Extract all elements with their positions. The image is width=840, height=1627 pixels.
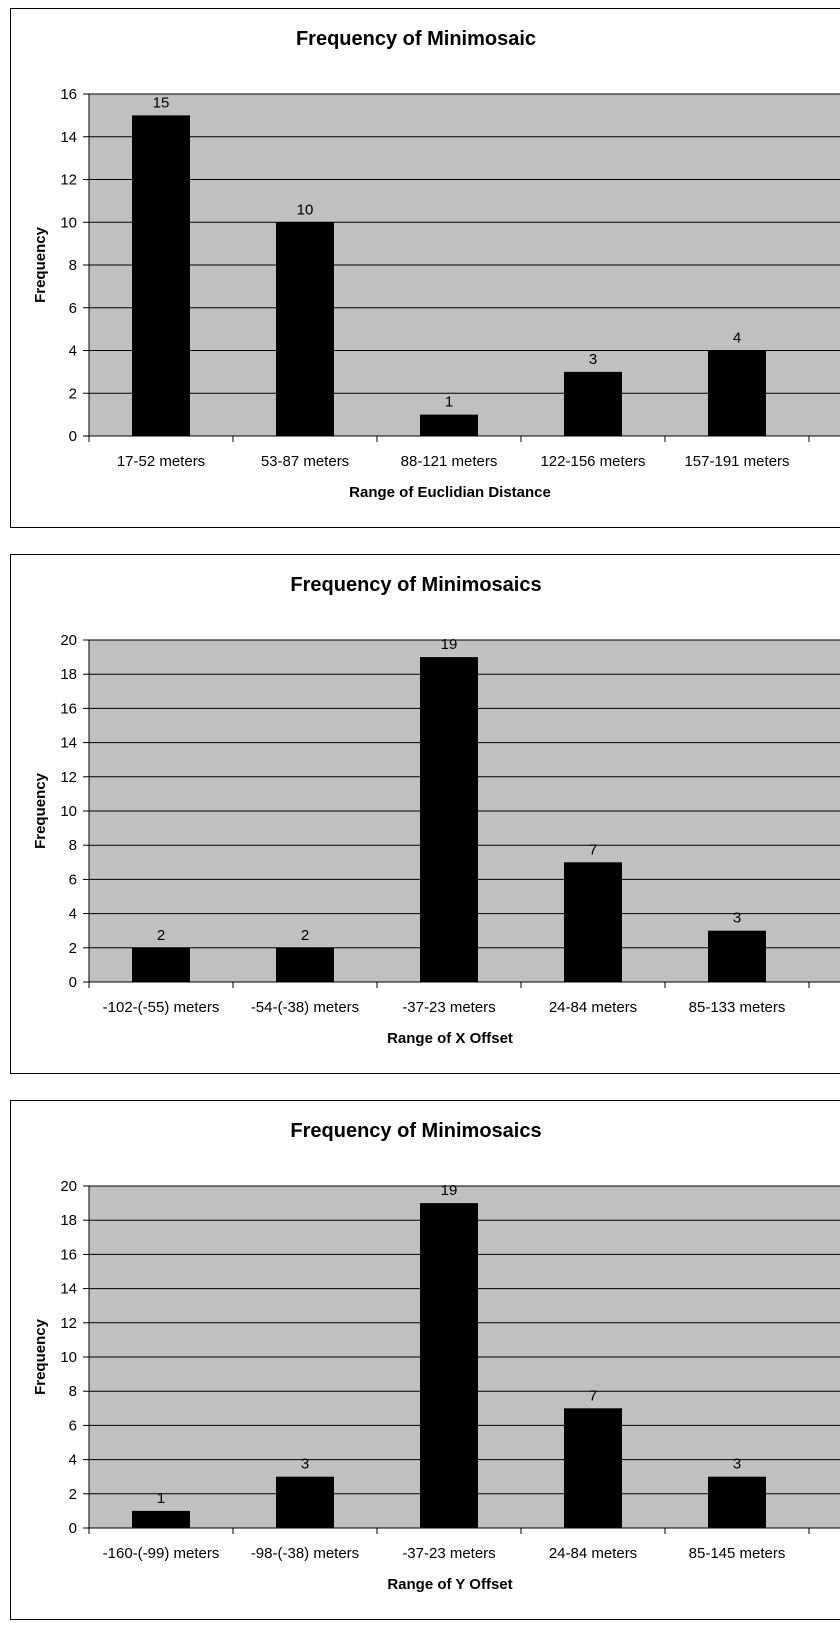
bar (132, 948, 190, 982)
bar (564, 1408, 622, 1528)
chart-panel-euclidian: 0 2 4 6 8 10 12 14 16 15 17-52 meters 10 53-87 meter… (10, 8, 840, 528)
bar (420, 657, 478, 982)
y-tick-label: 8 (69, 837, 77, 854)
x-category-label: 122-156 meters (540, 453, 645, 470)
data-label: 15 (153, 94, 170, 111)
x-axis-title: Range of Euclidian Distance (349, 484, 551, 501)
y-tick-label: 16 (60, 1246, 77, 1263)
y-tick-label: 4 (69, 906, 77, 923)
y-tick-label: 16 (60, 86, 77, 103)
bar (564, 372, 622, 436)
chart-x-offset: 0 2 4 6 8 10 12 14 16 18 20 2 -102-(-55) meters 2 -54-… (11, 555, 840, 1075)
data-label: 2 (301, 927, 309, 944)
data-label: 3 (733, 910, 741, 927)
data-label: 19 (441, 636, 458, 653)
y-tick-label: 20 (60, 1178, 77, 1195)
y-tick-label: 14 (60, 735, 77, 752)
y-tick-label: 14 (60, 129, 77, 146)
x-category-label: 17-52 meters (117, 453, 205, 470)
y-tick-label: 18 (60, 1212, 77, 1229)
y-tick-label: 10 (60, 803, 77, 820)
bar (420, 415, 478, 436)
x-category-label: 53-87 meters (261, 453, 349, 470)
x-category-label: -102-(-55) meters (103, 999, 220, 1016)
bar (708, 351, 766, 437)
bar (708, 931, 766, 982)
x-category-label: -37-23 meters (402, 999, 495, 1016)
bar (276, 222, 334, 436)
y-tick-label: 4 (69, 343, 77, 360)
y-tick-label: 6 (69, 300, 77, 317)
chart-title: Frequency of Minimosaic (296, 28, 536, 50)
y-tick-label: 2 (69, 1486, 77, 1503)
data-label: 3 (589, 351, 597, 368)
y-tick-label: 6 (69, 1417, 77, 1434)
x-category-label: -98-(-38) meters (251, 1545, 359, 1562)
x-category-label: 24-84 meters (549, 1545, 637, 1562)
x-category-label: 88-121 meters (401, 453, 498, 470)
x-category-label: -160-(-99) meters (103, 1545, 220, 1562)
y-tick-label: 6 (69, 871, 77, 888)
y-tick-label: 4 (69, 1452, 77, 1469)
y-tick-label: 8 (69, 1383, 77, 1400)
data-label: 19 (441, 1182, 458, 1199)
data-label: 10 (297, 201, 314, 218)
y-tick-label: 10 (60, 214, 77, 231)
x-category-label: -37-23 meters (402, 1545, 495, 1562)
y-tick-label: 16 (60, 700, 77, 717)
data-label: 7 (589, 841, 597, 858)
bar (132, 1511, 190, 1528)
bar (708, 1477, 766, 1528)
y-tick-label: 0 (69, 974, 77, 991)
data-label: 7 (589, 1387, 597, 1404)
data-label: 1 (445, 394, 453, 411)
data-label: 3 (301, 1456, 309, 1473)
y-tick-label: 0 (69, 1520, 77, 1537)
y-tick-label: 12 (60, 1315, 77, 1332)
bar (132, 115, 190, 436)
y-tick-label: 10 (60, 1349, 77, 1366)
x-axis-title: Range of X Offset (387, 1030, 513, 1047)
y-tick-label: 0 (69, 428, 77, 445)
y-axis-title: Frequency (32, 226, 49, 303)
y-tick-label: 14 (60, 1281, 77, 1298)
x-category-label: 85-145 meters (689, 1545, 786, 1562)
x-category-label: 157-191 meters (684, 453, 789, 470)
chart-title: Frequency of Minimosaics (290, 1120, 541, 1142)
y-tick-label: 2 (69, 385, 77, 402)
chart-panel-x-offset: 0 2 4 6 8 10 12 14 16 18 20 2 -102-(-55) meters 2 -54-… (10, 554, 840, 1074)
y-tick-label: 12 (60, 769, 77, 786)
chart-title: Frequency of Minimosaics (290, 574, 541, 596)
data-label: 4 (733, 330, 741, 347)
y-tick-label: 2 (69, 940, 77, 957)
y-tick-label: 8 (69, 257, 77, 274)
chart-panel-y-offset: 0 2 4 6 8 10 12 14 16 18 20 1 -160-(-99) meters 3 -98-… (10, 1100, 840, 1620)
chart-y-offset: 0 2 4 6 8 10 12 14 16 18 20 1 -160-(-99) meters 3 -98-… (11, 1101, 840, 1621)
y-tick-label: 18 (60, 666, 77, 683)
y-axis-title: Frequency (32, 1318, 49, 1395)
bar (276, 1477, 334, 1528)
data-label: 1 (157, 1490, 165, 1507)
y-axis-title: Frequency (32, 772, 49, 849)
bar (564, 862, 622, 982)
y-tick-label: 12 (60, 172, 77, 189)
bar (420, 1203, 478, 1528)
x-category-label: 85-133 meters (689, 999, 786, 1016)
data-label: 3 (733, 1456, 741, 1473)
y-tick-label: 20 (60, 632, 77, 649)
x-category-label: -54-(-38) meters (251, 999, 359, 1016)
bar (276, 948, 334, 982)
x-category-label: 24-84 meters (549, 999, 637, 1016)
x-axis-title: Range of Y Offset (387, 1576, 512, 1593)
data-label: 2 (157, 927, 165, 944)
